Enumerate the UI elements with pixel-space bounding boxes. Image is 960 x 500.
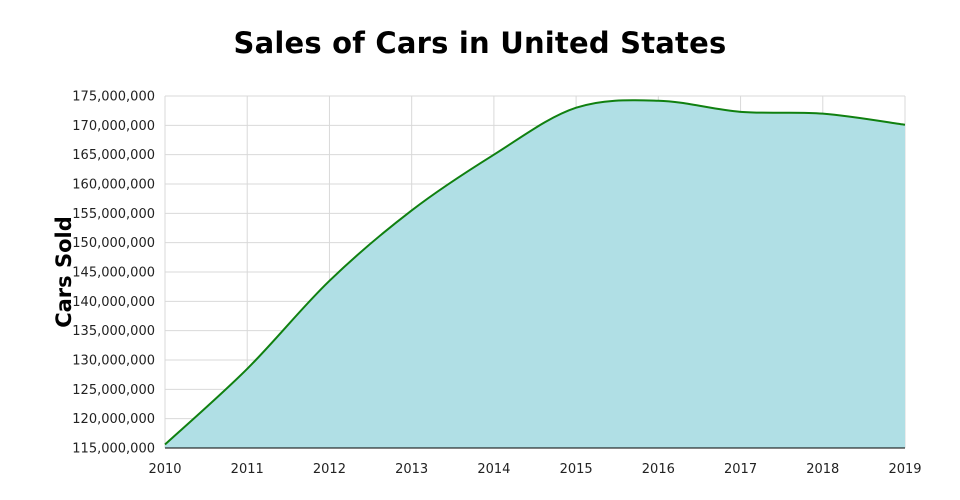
y-tick-label: 125,000,000 <box>72 383 155 398</box>
y-tick-label: 160,000,000 <box>72 178 155 193</box>
x-tick-label: 2015 <box>560 462 593 477</box>
x-tick-label: 2013 <box>395 462 428 477</box>
y-tick-label: 115,000,000 <box>72 442 155 457</box>
x-tick-label: 2012 <box>313 462 346 477</box>
x-tick-label: 2011 <box>231 462 264 477</box>
y-tick-label: 135,000,000 <box>72 324 155 339</box>
chart-title: Sales of Cars in United States <box>233 26 727 60</box>
y-tick-label: 155,000,000 <box>72 207 155 222</box>
x-tick-label: 2018 <box>806 462 839 477</box>
y-tick-label: 165,000,000 <box>72 148 155 163</box>
y-tick-label: 175,000,000 <box>72 90 155 105</box>
y-tick-label: 130,000,000 <box>72 354 155 369</box>
area-fill <box>165 100 905 448</box>
x-tick-label: 2016 <box>642 462 675 477</box>
x-tick-label: 2019 <box>888 462 921 477</box>
x-axis-ticks: 2010 2011 2012 2013 2014 2015 2016 2017 2018 2019 <box>148 462 921 477</box>
y-tick-label: 120,000,000 <box>72 412 155 427</box>
y-axis-ticks: 115,000,000 120,000,000 125,000,000 130,000… <box>72 90 155 457</box>
series-line <box>164 99 906 446</box>
y-tick-label: 150,000,000 <box>72 236 155 251</box>
y-tick-label: 145,000,000 <box>72 266 155 281</box>
y-tick-label: 170,000,000 <box>72 119 155 134</box>
x-tick-label: 2014 <box>477 462 510 477</box>
x-tick-label: 2017 <box>724 462 757 477</box>
x-tick-label: 2010 <box>148 462 181 477</box>
y-tick-label: 140,000,000 <box>72 295 155 310</box>
